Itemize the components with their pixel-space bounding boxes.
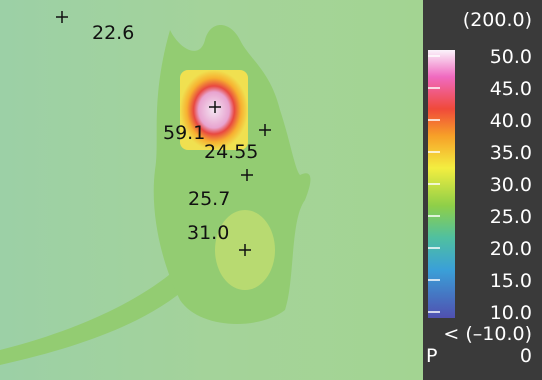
mode: P xyxy=(426,345,437,367)
tick-label: 50.0 xyxy=(490,46,532,68)
tick-label: 25.0 xyxy=(490,206,532,228)
tick-label: 40.0 xyxy=(490,110,532,132)
tick-label: 45.0 xyxy=(490,78,532,100)
tick-label: 10.0 xyxy=(490,302,532,324)
scale-max: (200.0) xyxy=(463,9,532,31)
tick-label: 35.0 xyxy=(490,142,532,164)
reading: 59.1 xyxy=(163,122,205,144)
mode-value: 0 xyxy=(520,345,532,367)
reading: 31.0 xyxy=(187,222,229,244)
reading: 22.6 xyxy=(92,22,134,44)
scale-min: < (–10.0) xyxy=(443,323,532,345)
reading: 24.55 xyxy=(204,141,258,163)
tick-label: 15.0 xyxy=(490,270,532,292)
thermal-screen: 22.6 59.1 24.55 25.7 31.0 (200.0) 50.0 45… xyxy=(0,0,542,380)
tick-label: 30.0 xyxy=(490,174,532,196)
tick-label: 20.0 xyxy=(490,238,532,260)
reading: 25.7 xyxy=(188,188,230,210)
